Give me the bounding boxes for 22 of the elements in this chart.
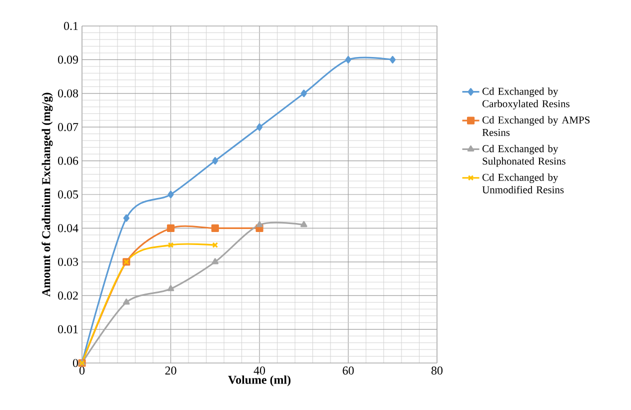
legend-label: Cd Exchanged by Carboxylated Resins [482,87,570,110]
y-tick-label: 0 [72,358,78,368]
y-tick-label: 0.04 [58,224,78,232]
legend-label: Cd Exchanged by Unmodified Resins [482,174,564,194]
y-tick-label: 0.02 [58,292,78,300]
y-tick-label: 0.06 [58,156,78,165]
x-tick-label: 0 [79,366,85,375]
x-tick-label: 60 [342,366,354,375]
x-axis-title: Volume (ml) [228,375,290,386]
x-tick-label: 20 [165,366,176,375]
y-tick-label: 0.07 [58,123,78,132]
y-tick-label: 0.09 [58,56,78,64]
y-tick-label: 0.1 [64,22,78,30]
x-tick-label: 80 [431,366,443,375]
y-tick-label: 0.05 [58,190,78,199]
legend-label: Cd Exchanged by AMPS Resins [482,116,590,136]
y-axis-title: Amount of Cadmium Exchanged (mg/g) [42,92,53,297]
x-tick-label: 40 [254,366,266,375]
y-tick-label: 0.03 [58,258,78,266]
y-tick-label: 0.01 [58,325,78,334]
y-tick-label: 0.08 [58,89,78,98]
legend-label: Cd Exchanged by Sulphonated Resins [482,144,566,167]
